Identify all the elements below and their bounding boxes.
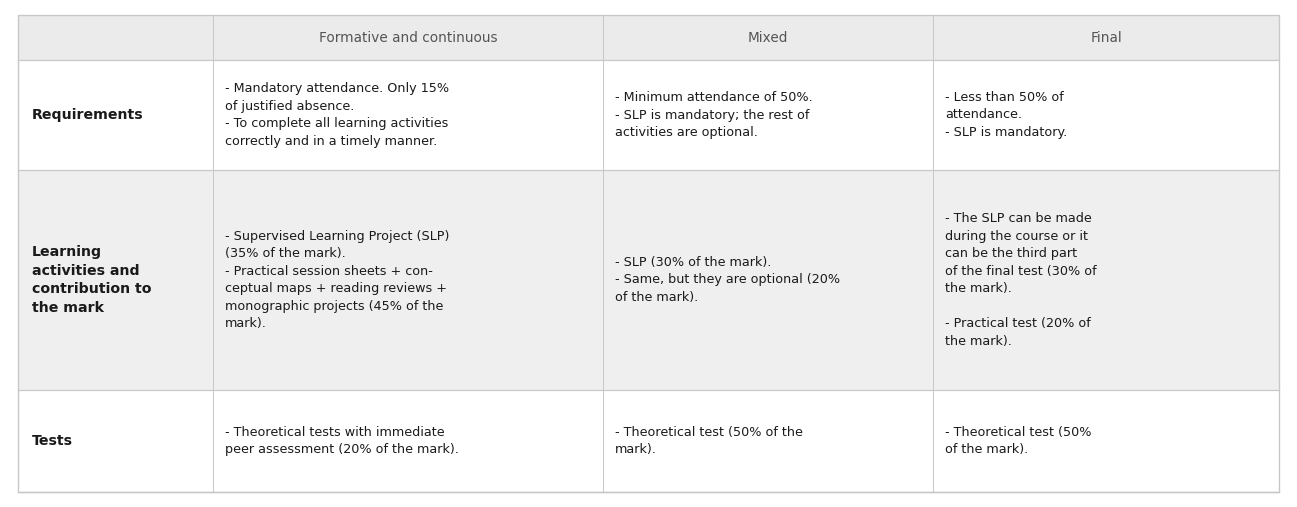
Text: - Less than 50% of
attendance.
- SLP is mandatory.: - Less than 50% of attendance. - SLP is …	[946, 91, 1067, 139]
Bar	[603, 170, 933, 390]
Text: Requirements: Requirements	[32, 108, 144, 122]
Text: Formative and continuous: Formative and continuous	[319, 30, 497, 45]
Text: Learning
activities and
contribution to
the mark: Learning activities and contribution to …	[32, 244, 152, 315]
Bar	[933, 60, 1279, 170]
Text: Tests: Tests	[32, 434, 73, 448]
Text: Final: Final	[1089, 30, 1122, 45]
Text: - The SLP can be made
during the course or it
can be the third part
of the final: - The SLP can be made during the course …	[946, 212, 1097, 348]
Bar	[213, 170, 603, 390]
Text: - Minimum attendance of 50%.
- SLP is mandatory; the rest of
activities are opti: - Minimum attendance of 50%. - SLP is ma…	[615, 91, 813, 139]
Bar	[933, 170, 1279, 390]
Bar	[603, 15, 933, 60]
Bar	[18, 170, 213, 390]
Text: - Theoretical tests with immediate
peer assessment (20% of the mark).: - Theoretical tests with immediate peer …	[224, 426, 459, 456]
Text: - SLP (30% of the mark).
- Same, but they are optional (20%
of the mark).: - SLP (30% of the mark). - Same, but the…	[615, 256, 840, 304]
Bar	[213, 15, 603, 60]
Bar	[18, 15, 213, 60]
Bar	[18, 390, 213, 492]
Bar	[18, 60, 213, 170]
Bar	[603, 390, 933, 492]
Text: - Mandatory attendance. Only 15%
of justified absence.
- To complete all learnin: - Mandatory attendance. Only 15% of just…	[224, 82, 449, 148]
Bar	[213, 60, 603, 170]
Text: - Theoretical test (50%
of the mark).: - Theoretical test (50% of the mark).	[946, 426, 1092, 456]
Bar	[933, 15, 1279, 60]
Text: - Theoretical test (50% of the
mark).: - Theoretical test (50% of the mark).	[615, 426, 803, 456]
Bar	[933, 390, 1279, 492]
Text: Mixed: Mixed	[748, 30, 789, 45]
Bar	[213, 390, 603, 492]
Text: - Supervised Learning Project (SLP)
(35% of the mark).
- Practical session sheet: - Supervised Learning Project (SLP) (35%…	[224, 230, 449, 330]
Bar	[603, 60, 933, 170]
